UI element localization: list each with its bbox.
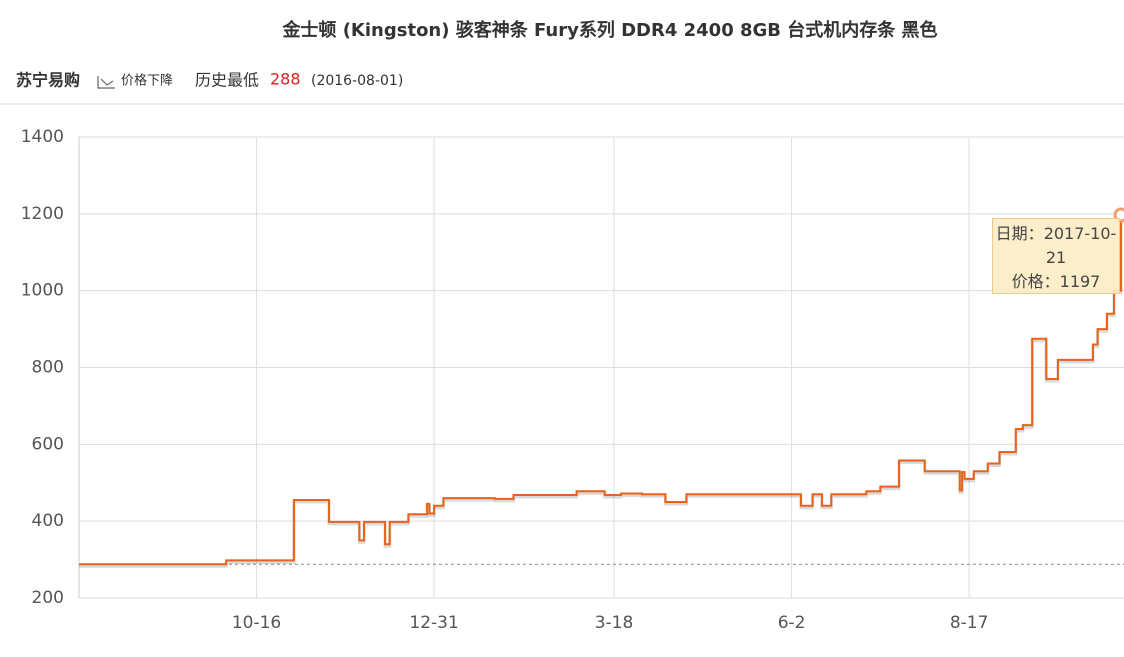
lowest-date: (2016-08-01) [311, 73, 403, 89]
x-tick-label: 8-17 [950, 613, 989, 633]
hover-marker [1113, 207, 1124, 223]
chart-title: 金士顿 (Kingston) 骇客神条 Fury系列 DDR4 2400 8GB… [281, 19, 937, 41]
x-tick-label: 6-2 [778, 613, 806, 633]
store-name: 苏宁易购 [16, 71, 80, 90]
tooltip-date: 2017-10-21 [1043, 224, 1117, 267]
y-tick-label: 200 [32, 588, 64, 608]
y-tick-label: 1000 [21, 281, 64, 301]
y-tick-label: 800 [32, 358, 64, 378]
lowest-label: 历史最低 [195, 71, 259, 90]
x-tick-label: 3-18 [595, 613, 634, 633]
trend-label: 价格下降 [121, 73, 173, 89]
lowest-price: 288 [270, 70, 301, 89]
y-tick-label: 1400 [21, 127, 64, 147]
y-tick-label: 600 [32, 434, 64, 454]
x-tick-label: 10-16 [232, 613, 281, 633]
y-tick-label: 400 [32, 511, 64, 531]
tooltip: 日期：2017-10-21 价格：1197 [992, 218, 1120, 294]
tooltip-price: 1197 [1059, 272, 1101, 291]
line-shadow [79, 216, 1123, 568]
y-tick-label: 1200 [21, 204, 64, 224]
tooltip-price-label: 价格： [1011, 272, 1060, 291]
tooltip-date-label: 日期： [995, 224, 1044, 243]
x-tick-label: 12-31 [409, 613, 458, 633]
price-line [79, 214, 1122, 566]
trend-icon [97, 76, 115, 89]
